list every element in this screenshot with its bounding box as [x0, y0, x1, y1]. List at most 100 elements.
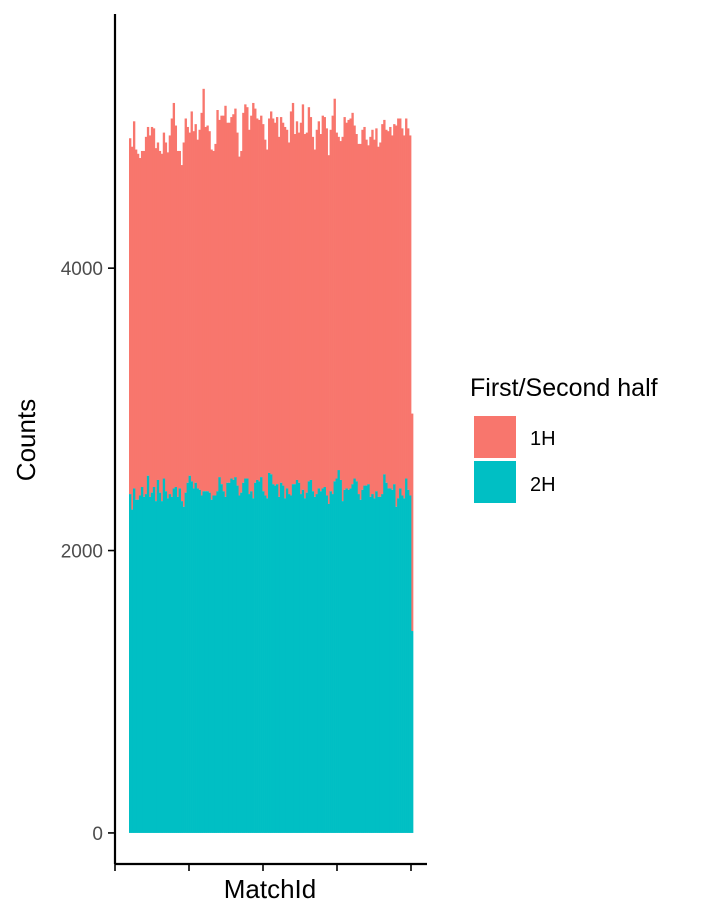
bar-1h	[327, 155, 330, 504]
bar-2h	[405, 478, 408, 833]
bar-2h	[353, 478, 356, 833]
bar-2h	[339, 479, 342, 833]
bar-2h	[144, 494, 148, 833]
legend: First/Second half 1H 2H	[470, 374, 658, 503]
bar-1h	[208, 131, 211, 493]
bar-2h	[160, 501, 164, 833]
bar-2h	[192, 488, 195, 833]
bar-2h	[236, 485, 239, 833]
bar-2h	[158, 492, 162, 833]
bar-2h	[240, 492, 243, 833]
bar-2h	[335, 478, 338, 833]
bar-2h	[297, 482, 301, 833]
bar-1h	[325, 128, 328, 496]
bar-2h	[234, 477, 237, 833]
bar-2h	[321, 488, 324, 833]
bar-1h	[212, 150, 215, 496]
bar-2h	[311, 491, 315, 833]
bar-1h	[395, 125, 398, 507]
bar-1h	[156, 142, 160, 480]
bar-1h	[270, 111, 273, 475]
bar-1h	[321, 115, 324, 489]
bar-1h	[275, 117, 279, 485]
bar-1h	[192, 131, 195, 489]
x-axis-title: MatchId	[224, 874, 317, 904]
bar-2h	[214, 495, 217, 833]
bar-2h	[385, 482, 388, 833]
bar-2h	[252, 498, 255, 833]
bar-2h	[387, 488, 390, 833]
bar-1h	[317, 121, 321, 489]
bar-1h	[182, 142, 185, 507]
bar-2h	[222, 491, 225, 833]
x-axis-ticks	[114, 864, 412, 871]
bar-1h	[170, 118, 174, 497]
bar-2h	[130, 509, 134, 833]
bar-1h	[160, 153, 164, 502]
bar-1h	[150, 126, 154, 493]
bar-1h	[204, 126, 207, 492]
bar-1h	[393, 124, 396, 485]
bar-2h	[345, 488, 348, 833]
bar-1h	[158, 150, 162, 493]
legend-label-1h: 1H	[530, 428, 556, 450]
bar-2h	[401, 495, 404, 833]
bar-1h	[244, 104, 247, 479]
bar-1h	[397, 118, 400, 499]
bar-1h	[271, 118, 275, 485]
bar-2h	[150, 492, 154, 833]
bar-1h	[315, 129, 319, 495]
bar-2h	[146, 475, 150, 833]
bar-1h	[206, 125, 209, 492]
bar-2h	[407, 489, 410, 833]
bar-2h	[315, 494, 319, 833]
bar-1h	[222, 115, 225, 492]
bar-1h	[333, 98, 336, 482]
bar-2h	[224, 496, 227, 833]
bar-1h	[359, 143, 362, 500]
bar-1h	[343, 117, 346, 490]
bar-2h	[375, 491, 378, 833]
bar-1h	[283, 126, 287, 499]
bar-2h	[248, 494, 251, 833]
bar-1h	[409, 135, 412, 496]
bar-2h	[397, 498, 400, 833]
bar-1h	[323, 117, 326, 487]
bar-2h	[268, 472, 271, 833]
bar-1h	[162, 132, 166, 479]
bar-1h	[341, 136, 344, 502]
bar-2h	[365, 485, 368, 833]
bar-1h	[411, 413, 414, 632]
bar-1h	[297, 132, 301, 483]
y-tick-label: 0	[92, 824, 103, 845]
bar-1h	[190, 111, 193, 482]
bar-1h	[287, 142, 291, 495]
bar-1h	[198, 129, 201, 490]
bar-2h	[172, 488, 176, 833]
series-2h-bars	[129, 470, 414, 833]
bar-2h	[242, 482, 245, 833]
bar-1h	[129, 138, 132, 495]
bar-2h	[186, 482, 189, 833]
bar-1h	[277, 136, 281, 497]
bar-1h	[154, 148, 158, 502]
bar-1h	[130, 146, 134, 510]
bar-1h	[142, 150, 146, 497]
bar-2h	[129, 494, 132, 833]
bar-2h	[303, 498, 307, 833]
bar-1h	[264, 139, 267, 496]
bar-1h	[399, 118, 402, 489]
bar-1h	[194, 124, 197, 483]
bar-1h	[246, 107, 249, 479]
legend-label-2h: 2H	[530, 474, 556, 496]
bar-1h	[311, 136, 315, 492]
bar-1h	[375, 128, 378, 492]
bar-2h	[389, 488, 392, 833]
bar-1h	[299, 122, 303, 495]
bar-2h	[349, 488, 352, 833]
bar-1h	[403, 135, 406, 499]
bar-2h	[275, 484, 279, 833]
bar-1h	[180, 165, 183, 502]
bar-2h	[204, 491, 207, 833]
bar-2h	[273, 485, 277, 833]
